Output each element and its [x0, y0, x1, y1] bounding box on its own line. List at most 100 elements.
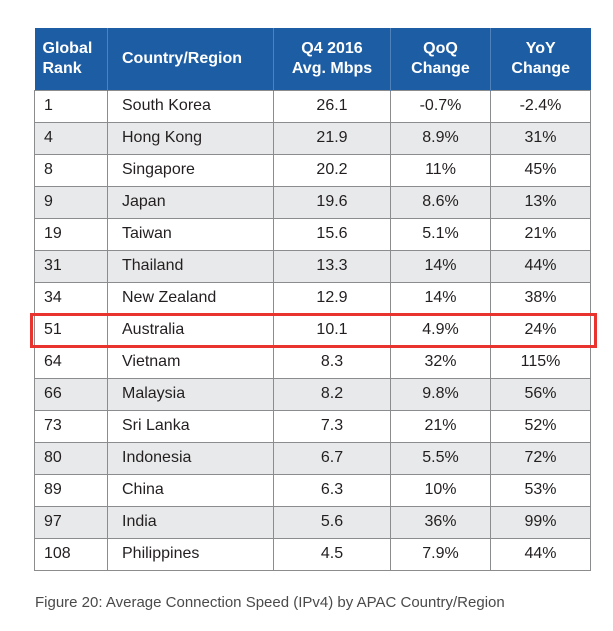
- cell-country: Malaysia: [107, 377, 274, 411]
- cell-avg-mbps: 8.2: [273, 377, 391, 411]
- cell-yoy-change: 31%: [490, 121, 591, 155]
- table-header: Global Rank Country/Region Q4 2016 Avg. …: [34, 28, 591, 90]
- cell-rank: 4: [34, 121, 108, 155]
- cell-rank: 19: [34, 217, 108, 251]
- cell-avg-mbps: 12.9: [273, 281, 391, 315]
- cell-avg-mbps: 20.2: [273, 153, 391, 187]
- table-body: 1 South Korea 26.1 -0.7% -2.4% 4 Hong Kong 21.9…: [34, 89, 591, 571]
- cell-country: Taiwan: [107, 217, 274, 251]
- cell-qoq-change: 32%: [390, 345, 491, 379]
- header-yoy-change: YoY Change: [490, 28, 591, 90]
- cell-yoy-change: 52%: [490, 409, 591, 443]
- cell-avg-mbps: 6.7: [273, 441, 391, 475]
- cell-rank: 89: [34, 473, 108, 507]
- table-row: 8 Singapore 20.2 11% 45%: [34, 153, 591, 187]
- table-row: 80 Indonesia 6.7 5.5% 72%: [34, 441, 591, 475]
- cell-rank: 34: [34, 281, 108, 315]
- cell-yoy-change: 21%: [490, 217, 591, 251]
- cell-country: Indonesia: [107, 441, 274, 475]
- table-row: 97 India 5.6 36% 99%: [34, 505, 591, 539]
- connection-speed-table: Global Rank Country/Region Q4 2016 Avg. …: [34, 28, 591, 571]
- cell-yoy-change: 56%: [490, 377, 591, 411]
- cell-avg-mbps: 4.5: [273, 537, 391, 571]
- header-row: Global Rank Country/Region Q4 2016 Avg. …: [34, 28, 591, 90]
- cell-rank: 1: [34, 89, 108, 123]
- cell-country: Japan: [107, 185, 274, 219]
- cell-rank: 80: [34, 441, 108, 475]
- cell-avg-mbps: 8.3: [273, 345, 391, 379]
- cell-yoy-change: 44%: [490, 249, 591, 283]
- cell-avg-mbps: 19.6: [273, 185, 391, 219]
- cell-rank: 97: [34, 505, 108, 539]
- cell-yoy-change: -2.4%: [490, 89, 591, 123]
- cell-country: Vietnam: [107, 345, 274, 379]
- cell-qoq-change: 5.1%: [390, 217, 491, 251]
- cell-country: India: [107, 505, 274, 539]
- cell-country: New Zealand: [107, 281, 274, 315]
- cell-rank: 9: [34, 185, 108, 219]
- cell-qoq-change: 4.9%: [390, 313, 491, 347]
- cell-qoq-change: 11%: [390, 153, 491, 187]
- cell-country: Thailand: [107, 249, 274, 283]
- cell-qoq-change: 9.8%: [390, 377, 491, 411]
- cell-qoq-change: 36%: [390, 505, 491, 539]
- table-row: 51 Australia 10.1 4.9% 24%: [34, 313, 591, 347]
- header-avg-mbps: Q4 2016 Avg. Mbps: [273, 28, 391, 90]
- cell-rank: 8: [34, 153, 108, 187]
- cell-qoq-change: 7.9%: [390, 537, 491, 571]
- table-row: 108 Philippines 4.5 7.9% 44%: [34, 537, 591, 571]
- cell-country: Philippines: [107, 537, 274, 571]
- cell-yoy-change: 99%: [490, 505, 591, 539]
- table-row: 31 Thailand 13.3 14% 44%: [34, 249, 591, 283]
- table-row: 1 South Korea 26.1 -0.7% -2.4%: [34, 89, 591, 123]
- cell-yoy-change: 45%: [490, 153, 591, 187]
- table-row: 66 Malaysia 8.2 9.8% 56%: [34, 377, 591, 411]
- cell-yoy-change: 24%: [490, 313, 591, 347]
- cell-rank: 64: [34, 345, 108, 379]
- cell-country: China: [107, 473, 274, 507]
- cell-yoy-change: 13%: [490, 185, 591, 219]
- cell-avg-mbps: 5.6: [273, 505, 391, 539]
- cell-avg-mbps: 10.1: [273, 313, 391, 347]
- cell-avg-mbps: 15.6: [273, 217, 391, 251]
- header-global-rank: Global Rank: [42, 39, 93, 77]
- cell-country: Hong Kong: [107, 121, 274, 155]
- header-country-region: Country/Region: [107, 28, 274, 90]
- cell-rank: 108: [34, 537, 108, 571]
- cell-rank: 31: [34, 249, 108, 283]
- cell-avg-mbps: 6.3: [273, 473, 391, 507]
- table-row: 19 Taiwan 15.6 5.1% 21%: [34, 217, 591, 251]
- table-row: 64 Vietnam 8.3 32% 115%: [34, 345, 591, 379]
- cell-yoy-change: 38%: [490, 281, 591, 315]
- cell-qoq-change: 14%: [390, 249, 491, 283]
- cell-yoy-change: 44%: [490, 537, 591, 571]
- table-row: 73 Sri Lanka 7.3 21% 52%: [34, 409, 591, 443]
- table-row: 34 New Zealand 12.9 14% 38%: [34, 281, 591, 315]
- cell-qoq-change: 8.6%: [390, 185, 491, 219]
- cell-qoq-change: 14%: [390, 281, 491, 315]
- cell-avg-mbps: 26.1: [273, 89, 391, 123]
- cell-qoq-change: -0.7%: [390, 89, 491, 123]
- cell-qoq-change: 8.9%: [390, 121, 491, 155]
- table-row: 4 Hong Kong 21.9 8.9% 31%: [34, 121, 591, 155]
- cell-qoq-change: 5.5%: [390, 441, 491, 475]
- cell-country: Sri Lanka: [107, 409, 274, 443]
- cell-rank: 51: [34, 313, 108, 347]
- cell-country: Australia: [107, 313, 274, 347]
- table-row: 9 Japan 19.6 8.6% 13%: [34, 185, 591, 219]
- cell-country: South Korea: [107, 89, 274, 123]
- cell-rank: 73: [34, 409, 108, 443]
- cell-avg-mbps: 13.3: [273, 249, 391, 283]
- cell-yoy-change: 53%: [490, 473, 591, 507]
- cell-avg-mbps: 7.3: [273, 409, 391, 443]
- cell-yoy-change: 72%: [490, 441, 591, 475]
- header-qoq-change: QoQ Change: [390, 28, 491, 90]
- cell-country: Singapore: [107, 153, 274, 187]
- cell-qoq-change: 10%: [390, 473, 491, 507]
- cell-qoq-change: 21%: [390, 409, 491, 443]
- figure-caption: Figure 20: Average Connection Speed (IPv…: [35, 594, 505, 611]
- cell-avg-mbps: 21.9: [273, 121, 391, 155]
- table-row: 89 China 6.3 10% 53%: [34, 473, 591, 507]
- cell-rank: 66: [34, 377, 108, 411]
